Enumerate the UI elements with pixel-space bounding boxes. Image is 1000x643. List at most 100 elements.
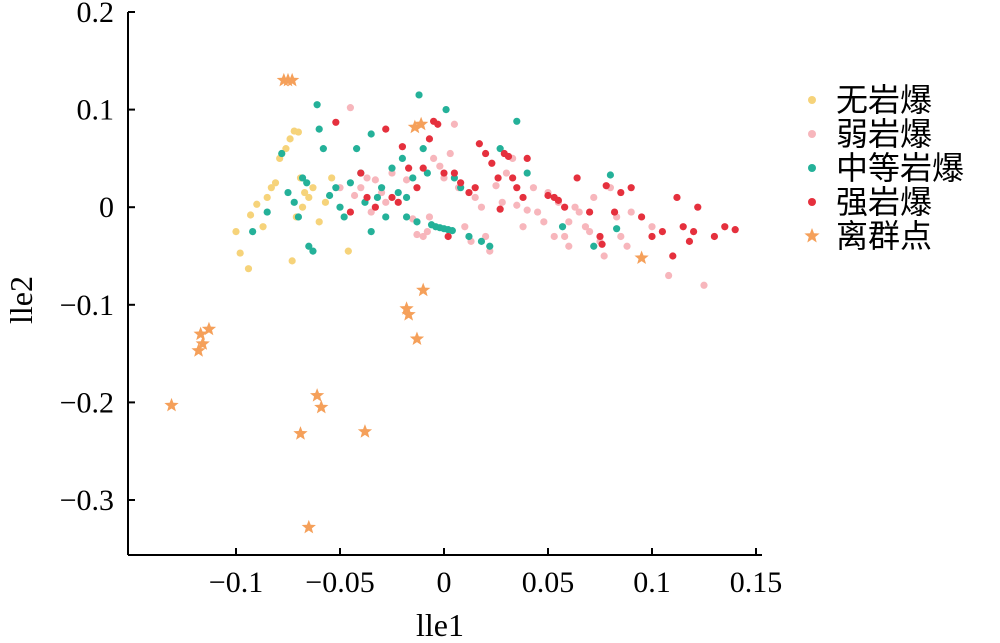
data-point — [450, 169, 458, 177]
data-point — [638, 213, 646, 221]
legend-marker — [808, 130, 816, 138]
data-point — [540, 218, 548, 226]
data-point-star — [401, 307, 416, 321]
y-tick-label: 0.1 — [77, 94, 115, 127]
data-point — [523, 206, 531, 214]
data-point — [581, 223, 590, 231]
data-point — [367, 130, 375, 138]
data-point — [731, 226, 739, 234]
series-3 — [332, 117, 739, 260]
data-point — [267, 184, 275, 192]
data-point — [519, 193, 527, 202]
data-point — [513, 201, 521, 209]
data-point-star — [293, 426, 308, 440]
data-point — [284, 188, 292, 197]
data-point — [509, 174, 517, 182]
data-point — [288, 257, 296, 265]
data-point — [425, 135, 434, 143]
data-point — [419, 232, 427, 241]
data-point — [340, 213, 348, 221]
data-point — [253, 200, 261, 208]
data-point — [496, 145, 504, 153]
data-point — [357, 184, 365, 192]
data-point — [685, 237, 694, 245]
data-point — [415, 91, 423, 99]
data-point — [402, 213, 411, 221]
data-point — [561, 203, 569, 211]
data-point — [565, 218, 573, 226]
data-point — [434, 120, 442, 128]
data-point — [353, 145, 361, 153]
y-tick-label: −0.3 — [60, 484, 114, 517]
data-point — [378, 184, 386, 192]
data-point-star — [399, 301, 414, 315]
data-point — [344, 247, 352, 255]
data-point — [586, 208, 594, 216]
legend-label: 弱岩爆 — [836, 116, 932, 152]
data-point — [590, 242, 598, 250]
data-point — [357, 169, 365, 177]
data-point — [482, 149, 490, 158]
data-point — [419, 164, 427, 172]
data-point — [346, 104, 354, 112]
data-point — [278, 149, 286, 158]
data-point-star — [407, 119, 423, 134]
data-point — [477, 203, 486, 211]
data-point — [232, 228, 240, 236]
data-point — [457, 179, 465, 187]
y-tick-label: 0.2 — [77, 0, 115, 29]
data-point — [513, 117, 521, 125]
data-point — [419, 145, 427, 153]
data-point — [373, 193, 382, 202]
data-points — [164, 72, 739, 534]
data-point-star — [285, 72, 300, 87]
data-point — [382, 125, 390, 133]
legend-label: 无岩爆 — [836, 82, 932, 118]
data-point — [602, 182, 610, 190]
data-point — [492, 182, 500, 190]
data-point — [286, 135, 294, 143]
data-point — [534, 208, 542, 216]
data-point — [623, 242, 631, 250]
data-point — [627, 208, 635, 216]
data-point — [440, 169, 448, 177]
data-point — [504, 152, 513, 161]
data-point — [398, 143, 406, 151]
data-point — [294, 128, 302, 136]
data-point — [558, 223, 567, 231]
data-point — [523, 169, 531, 177]
data-point-star — [416, 282, 431, 297]
data-point — [465, 188, 473, 197]
data-point — [405, 164, 413, 172]
y-axis-title: lle2 — [3, 276, 39, 324]
data-point — [673, 193, 681, 202]
data-point — [690, 228, 698, 236]
data-point — [590, 193, 598, 202]
data-point-star — [193, 326, 208, 341]
data-point — [565, 242, 573, 250]
y-tick-label: −0.1 — [60, 289, 114, 322]
data-point — [475, 140, 483, 148]
data-point — [336, 203, 344, 211]
data-point-star — [164, 397, 179, 412]
x-tick-label: −0.1 — [209, 566, 263, 599]
data-point — [346, 208, 354, 216]
legend-label: 中等岩爆 — [836, 150, 964, 186]
data-point — [513, 184, 521, 192]
data-point — [402, 176, 411, 184]
data-point — [554, 196, 563, 204]
data-point — [573, 174, 581, 182]
data-point — [571, 203, 579, 211]
data-point — [710, 232, 719, 241]
data-point — [423, 169, 431, 177]
data-point — [313, 101, 321, 109]
data-point — [246, 211, 255, 219]
data-point — [444, 232, 452, 241]
data-point — [700, 281, 708, 289]
data-point — [394, 188, 402, 197]
data-point — [402, 193, 411, 202]
data-point — [315, 125, 323, 133]
data-point — [575, 208, 583, 216]
data-point — [290, 198, 298, 206]
